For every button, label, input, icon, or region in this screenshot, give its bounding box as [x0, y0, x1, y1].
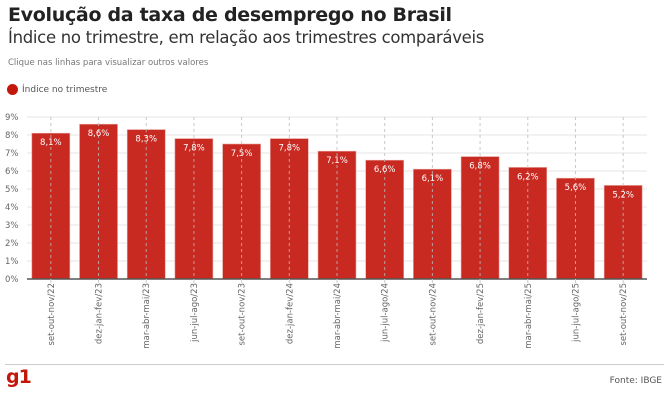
data-label: 7,8%	[183, 144, 205, 154]
y-tick-label: 7%	[5, 149, 19, 159]
data-label: 6,8%	[469, 162, 491, 172]
x-tick-label: set-out-nov/25	[619, 283, 629, 346]
data-label: 7,8%	[279, 144, 301, 154]
data-labels: 8,1% 8,6% 8,3% 7,8% 7,5% 7,8% 7,1% 6,6% 6,1% 6,8%…	[40, 129, 634, 200]
bar[interactable]	[413, 168, 452, 280]
interaction-hint: Clique nas linhas para visualizar outros…	[8, 58, 209, 68]
x-tick-label: set-out-nov/23	[238, 283, 248, 346]
data-label: 5,2%	[612, 190, 634, 200]
y-tick-label: 1%	[5, 257, 19, 267]
chart-subtitle: Índice no trimestre, em relação aos trim…	[8, 28, 485, 47]
x-tick-label: mar-abr-mai/25	[524, 283, 534, 349]
data-label: 8,3%	[135, 135, 157, 145]
x-axis: set-out-nov/22 dez-jan-fev/23 mar-abr-mai/…	[47, 279, 629, 349]
x-tick-label: jun-jul-ago/24	[381, 283, 391, 343]
y-tick-label: 2%	[5, 239, 19, 249]
x-tick-label: mar-abr-mai/23	[142, 283, 152, 349]
x-tick-label: set-out-nov/22	[47, 283, 57, 346]
bar[interactable]	[508, 167, 548, 280]
y-tick-label: 8%	[5, 131, 19, 141]
y-axis: 0% 1% 2% 3% 4% 5% 6% 7% 8% 9%	[5, 113, 19, 285]
legend-item[interactable]: Índice no trimestre	[7, 84, 107, 95]
data-label: 7,1%	[326, 156, 348, 166]
bar[interactable]	[222, 143, 261, 280]
data-label: 8,1%	[40, 138, 62, 148]
legend-dot-icon	[7, 84, 18, 95]
source-note: Fonte: IBGE	[609, 376, 662, 386]
bar[interactable]	[460, 156, 500, 280]
x-tick-label: jun-jul-ago/23	[190, 283, 200, 343]
x-tick-label: mar-abr-mai/24	[333, 283, 343, 349]
g1-logo: g1	[6, 366, 32, 388]
y-tick-label: 0%	[5, 275, 19, 285]
data-label: 7,5%	[231, 149, 253, 159]
footer-divider	[5, 364, 664, 365]
category-guides	[50, 117, 624, 279]
data-label: 5,6%	[565, 183, 587, 193]
data-label: 6,6%	[374, 165, 396, 175]
chart-title: Evolução da taxa de desemprego no Brasil	[8, 4, 452, 26]
x-tick-label: dez-jan-fev/25	[476, 283, 486, 344]
x-tick-label: set-out-nov/24	[428, 283, 438, 346]
y-tick-label: 4%	[5, 203, 19, 213]
y-tick-label: 3%	[5, 221, 19, 231]
data-label: 8,6%	[88, 129, 110, 139]
data-label: 6,2%	[517, 172, 539, 182]
x-tick-label: jun-jul-ago/25	[571, 283, 581, 343]
x-tick-label: dez-jan-fev/24	[285, 283, 295, 344]
y-tick-label: 9%	[5, 113, 19, 123]
legend-label: Índice no trimestre	[22, 84, 108, 95]
y-tick-label: 5%	[5, 185, 19, 195]
data-label: 6,1%	[422, 174, 444, 184]
x-tick-label: dez-jan-fev/23	[95, 283, 105, 344]
y-tick-label: 6%	[5, 167, 19, 177]
